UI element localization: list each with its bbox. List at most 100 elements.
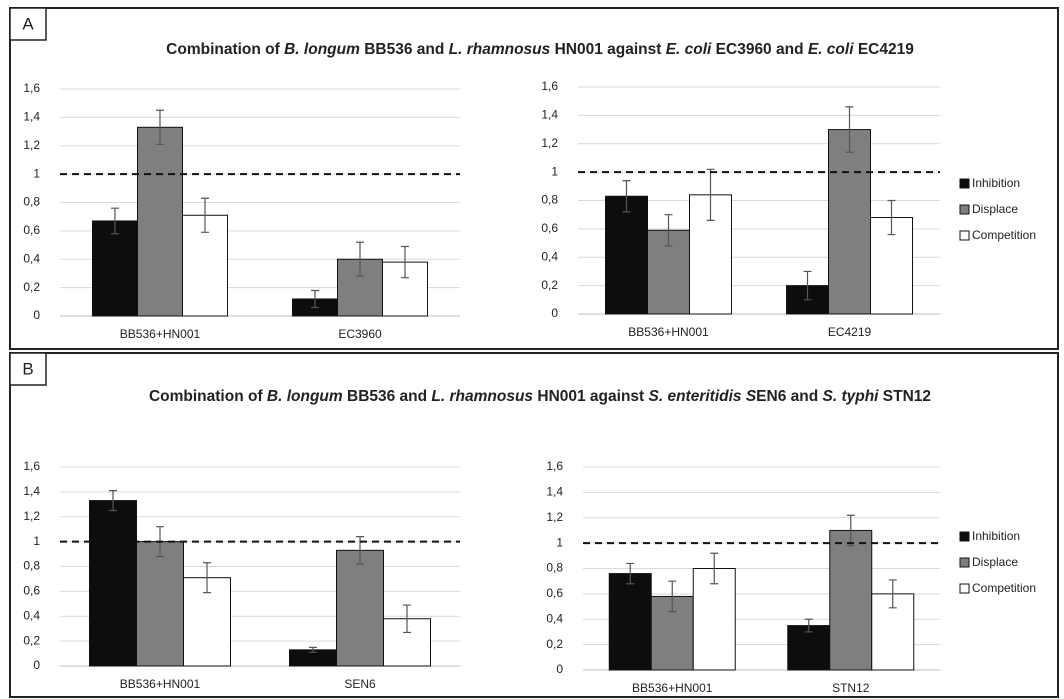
error-bar — [109, 490, 117, 512]
y-tick-label: 1,2 — [23, 509, 40, 523]
legend-label: Displace — [972, 202, 1018, 216]
error-bar — [664, 214, 673, 247]
y-tick-label: 1 — [33, 534, 40, 548]
error-bar — [403, 604, 411, 634]
title-segment: S. enteritidis S — [649, 388, 757, 405]
legend-label: Competition — [972, 581, 1036, 595]
title-segment: EC4219 — [854, 41, 915, 58]
y-tick-label: 0,4 — [23, 608, 40, 622]
error-bar — [706, 168, 715, 221]
title-segment: EC3960 and — [711, 41, 808, 58]
x-tick-label: BB536+HN001 — [120, 677, 201, 691]
legend-label: Inhibition — [972, 176, 1020, 190]
y-tick-label: 0,8 — [23, 559, 40, 573]
title-segment: STN12 — [878, 388, 931, 405]
title-segment: BB536 and — [343, 388, 432, 405]
legend-label: Competition — [972, 228, 1036, 242]
panel-title: Combination of B. longum BB536 and L. rh… — [166, 41, 914, 58]
y-tick-label: 1,6 — [23, 81, 40, 95]
error-bar — [710, 552, 719, 585]
y-tick-label: 0,2 — [23, 633, 40, 647]
y-tick-label: 1,6 — [23, 459, 40, 473]
error-bar — [804, 618, 813, 633]
title-segment: HN001 against — [550, 41, 665, 58]
x-tick-label: EC3960 — [338, 327, 382, 341]
error-bar — [203, 562, 211, 594]
x-tick-label: BB536+HN001 — [120, 327, 201, 341]
title-segment: BB536 and — [360, 41, 449, 58]
panel-label-box — [9, 7, 47, 41]
bar — [692, 568, 736, 671]
error-bar — [309, 646, 317, 653]
x-tick-label: EC4219 — [828, 325, 872, 339]
title-segment: B. longum — [284, 41, 360, 58]
y-tick-label: 0,4 — [23, 251, 40, 265]
panel-title: Combination of B. longum BB536 and L. rh… — [149, 388, 931, 405]
error-bar — [111, 207, 119, 235]
y-tick-label: 1,4 — [541, 108, 558, 122]
y-tick-label: 0 — [33, 308, 40, 322]
x-tick-label: BB536+HN001 — [632, 681, 713, 695]
legend-swatch — [959, 583, 970, 594]
y-tick-label: 0,6 — [541, 221, 558, 235]
error-bar — [846, 514, 855, 547]
y-tick-label: 0,4 — [546, 611, 563, 625]
y-tick-label: 1,2 — [23, 138, 40, 152]
y-tick-label: 0,2 — [546, 637, 563, 651]
y-tick-label: 0 — [556, 662, 563, 676]
error-bar — [622, 180, 631, 213]
panel-frame — [9, 352, 1059, 698]
title-segment: B. longum — [267, 388, 343, 405]
y-tick-label: 1,2 — [541, 136, 558, 150]
x-tick-label: SEN6 — [344, 677, 376, 691]
error-bar — [156, 109, 164, 145]
legend-swatch — [959, 178, 970, 189]
legend-label: Displace — [972, 555, 1018, 569]
title-segment: Combination of — [149, 388, 267, 405]
bar — [829, 529, 873, 671]
y-tick-label: 0 — [551, 306, 558, 320]
y-tick-label: 1,6 — [541, 79, 558, 93]
error-bar — [845, 106, 854, 153]
panel-label-box — [9, 352, 47, 386]
bar — [828, 129, 871, 315]
title-segment: L. rhamnosus — [431, 388, 533, 405]
bar — [136, 541, 184, 667]
y-tick-label: 0,2 — [541, 278, 558, 292]
legend-swatch — [959, 230, 970, 241]
error-bar — [401, 245, 409, 279]
legend-swatch — [959, 557, 970, 568]
y-tick-label: 1,4 — [546, 485, 563, 499]
y-tick-label: 1,4 — [23, 484, 40, 498]
error-bar — [626, 562, 635, 585]
title-segment: L. rhamnosus — [449, 41, 551, 58]
bar — [89, 500, 137, 667]
y-tick-label: 0,6 — [23, 223, 40, 237]
error-bar — [356, 241, 364, 277]
y-tick-label: 1,2 — [546, 510, 563, 524]
title-segment: Combination of — [166, 41, 284, 58]
error-bar — [887, 199, 896, 236]
error-bar — [668, 580, 677, 613]
y-tick-label: 0,6 — [546, 586, 563, 600]
bar — [137, 126, 183, 317]
x-tick-label: BB536+HN001 — [628, 325, 709, 339]
legend-swatch — [959, 204, 970, 215]
title-segment: E. coli — [666, 41, 712, 58]
y-tick-label: 1 — [551, 164, 558, 178]
y-tick-label: 1 — [556, 535, 563, 549]
bar — [92, 220, 138, 317]
bar — [787, 625, 831, 671]
error-bar — [201, 197, 209, 233]
y-tick-label: 1 — [33, 166, 40, 180]
y-tick-label: 0,4 — [541, 249, 558, 263]
error-bar — [311, 289, 319, 309]
y-tick-label: 0,8 — [23, 195, 40, 209]
panel-label: A — [22, 14, 34, 33]
y-tick-label: 0,6 — [23, 584, 40, 598]
y-tick-label: 0 — [33, 658, 40, 672]
title-segment: EN6 and — [756, 388, 822, 405]
title-segment: S. typhi — [823, 388, 880, 405]
bar — [336, 549, 384, 667]
